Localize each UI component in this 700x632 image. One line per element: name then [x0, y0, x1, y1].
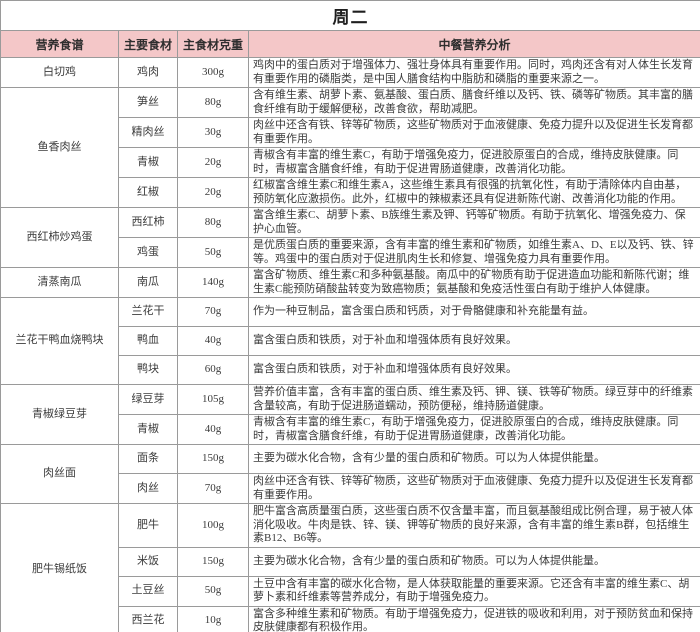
ingredient-cell: 肉丝	[118, 473, 178, 504]
analysis-cell: 肉丝中还含有铁、锌等矿物质，这些矿物质对于血液健康、免疫力提升以及促进生长发育都…	[248, 117, 700, 148]
ingredient-cell: 精肉丝	[118, 117, 178, 148]
ingredient-cell: 西兰花	[118, 605, 178, 632]
ingredient-cell: 兰花干	[118, 297, 178, 327]
weight-cell: 105g	[177, 384, 249, 415]
weight-cell: 100g	[177, 503, 249, 548]
recipe-cell: 肥牛锡纸饭	[0, 503, 119, 632]
weight-cell: 40g	[177, 414, 249, 445]
ingredient-cell: 南瓜	[118, 267, 178, 298]
table-row: 西红柿炒鸡蛋 西红柿 80g 富含维生素C、胡萝卜素、B族维生素及钾、钙等矿物质。有助…	[0, 207, 700, 268]
table-row: 米饭 150g 主要为碳水化合物，含有少量的蛋白质和矿物质。可以为人体提供能量。	[1, 546, 700, 577]
title-row: 周二	[0, 0, 700, 31]
analysis-cell: 主要为碳水化合物，含有少量的蛋白质和矿物质。可以为人体提供能量。	[248, 444, 700, 474]
weight-cell: 40g	[177, 326, 249, 356]
analysis-cell: 富含蛋白质和铁质，对于补血和增强体质有良好效果。	[248, 326, 700, 356]
ingredient-cell: 鸡蛋	[118, 237, 178, 268]
recipe-cell: 青椒绿豆芽	[0, 384, 119, 445]
table-row: 鸡蛋 50g 是优质蛋白质的重要来源，含有丰富的维生素和矿物质，如维生素A、D、E以…	[1, 237, 700, 268]
analysis-cell: 鸡肉中的蛋白质对于增强体力、强壮身体具有重要作用。同时，鸡肉还含有对人体生长发育…	[248, 57, 700, 88]
analysis-cell: 青椒含有丰富的维生素C，有助于增强免疫力，促进胶原蛋白的合成，维持皮肤健康。同时…	[248, 414, 700, 445]
table-row: 青椒 40g 青椒含有丰富的维生素C，有助于增强免疫力，促进胶原蛋白的合成，维持皮肤…	[1, 414, 700, 445]
analysis-cell: 主要为碳水化合物，含有少量的蛋白质和矿物质。可以为人体提供能量。	[248, 546, 700, 577]
page-title: 周二	[0, 0, 700, 31]
table-row: 青椒 20g 青椒含有丰富的维生素C，有助于增强免疫力，促进胶原蛋白的合成，维持皮肤…	[1, 147, 700, 178]
table-row: 西兰花 10g 富含多种维生素和矿物质。有助于增强免疫力，促进铁的吸收和利用，对于预…	[1, 605, 700, 632]
table-row: 清蒸南瓜 南瓜 140g 富含矿物质、维生素C和多种氨基酸。南瓜中的矿物质有助于促进造…	[0, 267, 700, 298]
analysis-cell: 含有维生素、胡萝卜素、氨基酸、蛋白质、膳食纤维以及钙、铁、磷等矿物质。其丰富的膳…	[248, 87, 700, 118]
table-row: 红椒 20g 红椒富含维生素C和维生素A，这些维生素具有很强的抗氧化性，有助于清除体…	[1, 177, 700, 208]
recipe-cell: 白切鸡	[0, 57, 119, 88]
table-row: 肥牛锡纸饭 肥牛 100g 肥牛富含高质量蛋白质，这些蛋白质不仅含量丰富，而且氨基酸组…	[0, 503, 700, 632]
analysis-cell: 富含多种维生素和矿物质。有助于增强免疫力，促进铁的吸收和利用，对于预防贫血和保持…	[248, 605, 700, 632]
ingredient-cell: 肥牛	[118, 503, 178, 548]
table-row: 土豆丝 50g 土豆中含有丰富的碳水化合物，是人体获取能量的重要来源。它还含有丰富的…	[1, 575, 700, 607]
weight-cell: 60g	[177, 355, 249, 385]
ingredient-cell: 笋丝	[118, 87, 178, 118]
analysis-cell: 红椒富含维生素C和维生素A，这些维生素具有很强的抗氧化性，有助于清除体内自由基，…	[248, 177, 700, 208]
ingredient-cell: 青椒	[118, 414, 178, 445]
table-row: 鸭血 40g 富含蛋白质和铁质，对于补血和增强体质有良好效果。	[1, 326, 700, 356]
analysis-cell: 土豆中含有丰富的碳水化合物，是人体获取能量的重要来源。它还含有丰富的维生素C、胡…	[248, 575, 700, 607]
ingredient-cell: 青椒	[118, 147, 178, 178]
ingredient-cell: 鸡肉	[118, 57, 178, 88]
weight-cell: 150g	[177, 546, 249, 577]
recipe-cell: 兰花干鸭血烧鸭块	[0, 297, 119, 385]
weight-cell: 80g	[177, 87, 249, 118]
header-ingredient: 主要食材	[118, 30, 178, 58]
weight-cell: 150g	[177, 444, 249, 474]
table-row: 兰花干鸭血烧鸭块 兰花干 70g 作为一种豆制品，富含蛋白质和钙质，对于骨骼健康和补充…	[0, 297, 700, 385]
weight-cell: 50g	[177, 237, 249, 268]
analysis-cell: 青椒含有丰富的维生素C，有助于增强免疫力，促进胶原蛋白的合成，维持皮肤健康。同时…	[248, 147, 700, 178]
weight-cell: 80g	[177, 207, 249, 238]
ingredient-cell: 西红柿	[118, 207, 178, 238]
weight-cell: 140g	[177, 267, 249, 298]
analysis-cell: 富含矿物质、维生素C和多种氨基酸。南瓜中的矿物质有助于促进造血功能和新陈代谢；维…	[248, 267, 700, 298]
recipe-cell: 清蒸南瓜	[0, 267, 119, 298]
column-header-row: 营养食谱 主要食材 主食材克重 中餐营养分析	[0, 30, 700, 58]
table-row: 肉丝 70g 肉丝中还含有铁、锌等矿物质，这些矿物质对于血液健康、免疫力提升以及促进…	[1, 473, 700, 504]
analysis-cell: 是优质蛋白质的重要来源，含有丰富的维生素和矿物质，如维生素A、D、E以及钙、铁、…	[248, 237, 700, 268]
table-row: 白切鸡 鸡肉 300g 鸡肉中的蛋白质对于增强体力、强壮身体具有重要作用。同时，鸡肉还…	[0, 57, 700, 88]
ingredient-cell: 面条	[118, 444, 178, 474]
ingredient-cell: 土豆丝	[118, 575, 178, 607]
header-weight: 主食材克重	[177, 30, 249, 58]
recipe-cell: 鱼香肉丝	[0, 87, 119, 208]
table-body: 白切鸡 鸡肉 300g 鸡肉中的蛋白质对于增强体力、强壮身体具有重要作用。同时，鸡肉还…	[0, 57, 700, 632]
analysis-cell: 作为一种豆制品，富含蛋白质和钙质，对于骨骼健康和补充能量有益。	[248, 297, 700, 327]
weight-cell: 20g	[177, 177, 249, 208]
table-row: 青椒绿豆芽 绿豆芽 105g 营养价值丰富，含有丰富的蛋白质、维生素及钙、钾、镁、铁等…	[0, 384, 700, 445]
weight-cell: 70g	[177, 297, 249, 327]
header-recipe: 营养食谱	[0, 30, 119, 58]
weight-cell: 300g	[177, 57, 249, 88]
recipe-cell: 西红柿炒鸡蛋	[0, 207, 119, 268]
weight-cell: 70g	[177, 473, 249, 504]
table-row: 鱼香肉丝 笋丝 80g 含有维生素、胡萝卜素、氨基酸、蛋白质、膳食纤维以及钙、铁、磷等…	[0, 87, 700, 208]
weight-cell: 30g	[177, 117, 249, 148]
header-analysis: 中餐营养分析	[248, 30, 700, 58]
table-row: 肉丝面 面条 150g 主要为碳水化合物，含有少量的蛋白质和矿物质。可以为人体提供能量…	[0, 444, 700, 504]
weight-cell: 10g	[177, 605, 249, 632]
ingredient-cell: 鸭血	[118, 326, 178, 356]
ingredient-cell: 鸭块	[118, 355, 178, 385]
recipe-cell: 肉丝面	[0, 444, 119, 504]
analysis-cell: 肥牛富含高质量蛋白质，这些蛋白质不仅含量丰富，而且氨基酸组成比例合理，易于被人体…	[248, 503, 700, 548]
ingredient-cell: 红椒	[118, 177, 178, 208]
weight-cell: 50g	[177, 575, 249, 607]
analysis-cell: 富含蛋白质和铁质，对于补血和增强体质有良好效果。	[248, 355, 700, 385]
analysis-cell: 肉丝中还含有铁、锌等矿物质，这些矿物质对于血液健康、免疫力提升以及促进生长发育都…	[248, 473, 700, 504]
analysis-cell: 富含维生素C、胡萝卜素、B族维生素及钾、钙等矿物质。有助于抗氧化、增强免疫力、保…	[248, 207, 700, 238]
ingredient-cell: 绿豆芽	[118, 384, 178, 415]
weight-cell: 20g	[177, 147, 249, 178]
analysis-cell: 营养价值丰富，含有丰富的蛋白质、维生素及钙、钾、镁、铁等矿物质。绿豆芽中的纤维素…	[248, 384, 700, 415]
ingredient-cell: 米饭	[118, 546, 178, 577]
